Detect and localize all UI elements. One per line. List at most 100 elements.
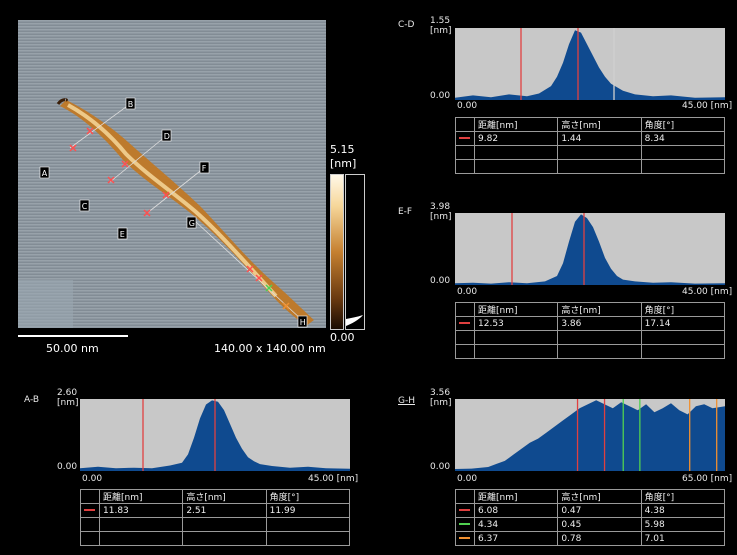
column-header: 距離[nm] xyxy=(473,489,559,504)
empty-cell xyxy=(98,517,184,532)
series-swatch-cell xyxy=(455,517,475,532)
table-header-row: 距離[nm] 高さ[nm] 角度[°] xyxy=(80,489,351,504)
cell-angle: 5.98 xyxy=(640,517,726,532)
cell-distance: 6.08 xyxy=(473,503,559,518)
table-row[interactable]: 6.08 0.47 4.38 xyxy=(455,503,726,518)
table-row-empty xyxy=(455,145,726,160)
scale-bar xyxy=(18,335,128,337)
colorbar-unit: [nm] xyxy=(330,157,357,170)
column-header: 高さ[nm] xyxy=(182,489,267,504)
series-swatch xyxy=(459,322,470,324)
swatch-column xyxy=(455,489,475,504)
table-row[interactable]: 12.53 3.86 17.14 xyxy=(455,316,726,331)
cell-angle: 8.34 xyxy=(640,131,726,146)
cell-height: 0.45 xyxy=(557,517,642,532)
swatch-column xyxy=(455,302,475,317)
y-unit-gh: [nm] xyxy=(430,398,452,408)
y-max-ab: 2.60 xyxy=(57,388,78,398)
column-header: 角度[°] xyxy=(265,489,351,504)
y-max-ef: 3.98 xyxy=(430,202,451,212)
table-row[interactable]: 4.34 0.45 5.98 xyxy=(455,517,726,532)
marker-box-h xyxy=(297,315,308,328)
table-row-empty xyxy=(80,517,351,532)
x-max-gh: 65.00 [nm] xyxy=(682,474,733,484)
image-size-label: 140.00 x 140.00 nm xyxy=(214,342,326,355)
x-min-cd: 0.00 xyxy=(457,101,478,111)
y-min-ef: 0.00 xyxy=(430,276,451,286)
series-swatch-cell xyxy=(455,131,475,146)
y-max-gh: 3.56 xyxy=(430,388,451,398)
empty-cell xyxy=(265,531,351,546)
table-row-empty xyxy=(80,531,351,546)
empty-cell xyxy=(98,531,184,546)
height-profile-area xyxy=(455,400,725,471)
marker-d: D xyxy=(164,132,170,141)
table-row-empty xyxy=(455,330,726,345)
series-swatch xyxy=(459,523,470,525)
table-row[interactable]: 9.82 1.44 8.34 xyxy=(455,131,726,146)
profile-plot-gh xyxy=(455,399,725,471)
table-row[interactable]: 11.83 2.51 11.99 xyxy=(80,503,351,518)
marker-e: E xyxy=(120,230,125,239)
table-row-empty xyxy=(455,159,726,174)
marker-f: F xyxy=(202,164,207,173)
empty-cell xyxy=(473,344,559,359)
marker-h: H xyxy=(300,318,306,327)
series-swatch xyxy=(459,509,470,511)
y-max-cd: 1.55 xyxy=(430,16,451,26)
marker-a: A xyxy=(42,169,48,178)
empty-cell xyxy=(473,330,559,345)
empty-cell xyxy=(640,159,726,174)
profile-plot-cd xyxy=(455,28,725,100)
result-table-cd: 距離[nm] 高さ[nm] 角度[°] 9.82 1.44 8.34 xyxy=(455,117,726,174)
empty-cell xyxy=(473,145,559,160)
column-header: 距離[nm] xyxy=(473,117,559,132)
marker-box-c xyxy=(79,199,90,212)
swatch-column xyxy=(455,117,475,132)
height-histogram xyxy=(345,174,365,330)
y-unit-ab: [nm] xyxy=(57,398,79,408)
marker-box-g xyxy=(186,216,197,229)
y-unit-ef: [nm] xyxy=(430,212,452,222)
marker-box-f xyxy=(199,161,210,174)
series-swatch xyxy=(459,137,470,139)
x-max-ab: 45.00 [nm] xyxy=(308,474,359,484)
x-max-ef: 45.00 [nm] xyxy=(682,287,733,297)
cell-distance: 6.37 xyxy=(473,531,559,546)
cursor-marks xyxy=(69,127,263,282)
result-table-ef: 距離[nm] 高さ[nm] 角度[°] 12.53 3.86 17.14 xyxy=(455,302,726,359)
x-min-ef: 0.00 xyxy=(457,287,478,297)
table-row[interactable]: 6.37 0.78 7.01 xyxy=(455,531,726,546)
cell-height: 0.78 xyxy=(557,531,642,546)
empty-cell xyxy=(557,159,642,174)
cell-height: 1.44 xyxy=(557,131,642,146)
column-header: 距離[nm] xyxy=(98,489,184,504)
y-min-ab: 0.00 xyxy=(57,462,78,472)
empty-cell xyxy=(557,330,642,345)
y-min-gh: 0.00 xyxy=(430,462,451,472)
cell-angle: 4.38 xyxy=(640,503,726,518)
colorbar xyxy=(330,174,344,330)
afm-image: A B C D E F G H xyxy=(18,20,326,328)
empty-cell xyxy=(640,344,726,359)
colorbar-min: 0.00 xyxy=(330,331,355,344)
column-header: 距離[nm] xyxy=(473,302,559,317)
table-header-row: 距離[nm] 高さ[nm] 角度[°] xyxy=(455,302,726,317)
column-header: 角度[°] xyxy=(640,302,726,317)
empty-cell xyxy=(265,517,351,532)
cell-distance: 12.53 xyxy=(473,316,559,331)
cell-height: 3.86 xyxy=(557,316,642,331)
chart-title-cd: C-D xyxy=(398,20,415,30)
empty-cell xyxy=(455,330,475,345)
y-min-cd: 0.00 xyxy=(430,91,451,101)
x-max-cd: 45.00 [nm] xyxy=(682,101,733,111)
column-header: 高さ[nm] xyxy=(557,302,642,317)
marker-box-e xyxy=(117,227,128,240)
empty-cell xyxy=(640,330,726,345)
marker-g: G xyxy=(189,219,195,228)
empty-cell xyxy=(80,531,100,546)
x-min-gh: 0.00 xyxy=(457,474,478,484)
column-header: 角度[°] xyxy=(640,117,726,132)
column-header: 高さ[nm] xyxy=(557,117,642,132)
empty-cell xyxy=(182,531,267,546)
